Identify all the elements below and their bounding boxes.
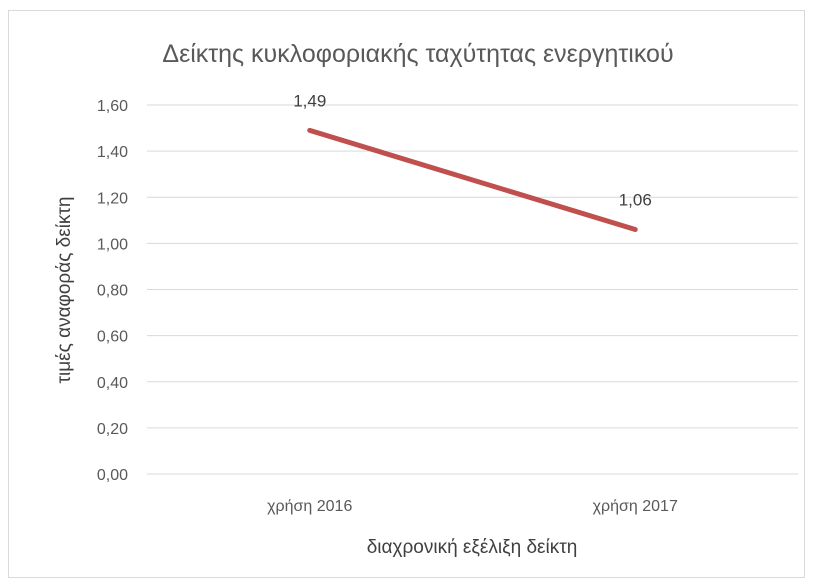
data-label: 1,06 [619, 191, 652, 210]
y-tick-label: 0,80 [97, 283, 128, 300]
series-group [307, 127, 638, 233]
data-point [634, 229, 636, 231]
y-tick-label: 1,20 [97, 190, 128, 207]
y-axis-label: τιμές αναφοράς δείκτη [54, 196, 75, 383]
data-label: 1,49 [293, 91, 326, 110]
y-tick-label: 0,40 [97, 375, 128, 392]
y-tick-label: 0,20 [97, 421, 128, 438]
x-axis-ticks: χρήση 2016 χρήση 2017 [267, 498, 678, 515]
x-tick-label: χρήση 2016 [267, 498, 352, 515]
x-tick-label: χρήση 2017 [593, 498, 678, 515]
y-tick-label: 1,00 [97, 236, 128, 253]
y-tick-label: 0,60 [97, 329, 128, 346]
y-tick-label: 1,60 [97, 98, 128, 115]
y-axis-ticks: 0,00 0,20 0,40 0,60 0,80 1,00 1,20 1,40 1,60 [97, 98, 128, 484]
data-labels: 1,49 1,06 [293, 91, 652, 209]
x-axis-label: διαχρονική εξέλιξη δείκτη [367, 537, 578, 558]
y-tick-label: 1,40 [97, 144, 128, 161]
gridlines [147, 104, 798, 475]
data-point [309, 129, 311, 131]
chart-title: Δείκτης κυκλοφοριακής ταχύτητας ενεργητι… [162, 40, 673, 68]
y-tick-label: 0,00 [97, 467, 128, 484]
series-line [307, 127, 638, 233]
